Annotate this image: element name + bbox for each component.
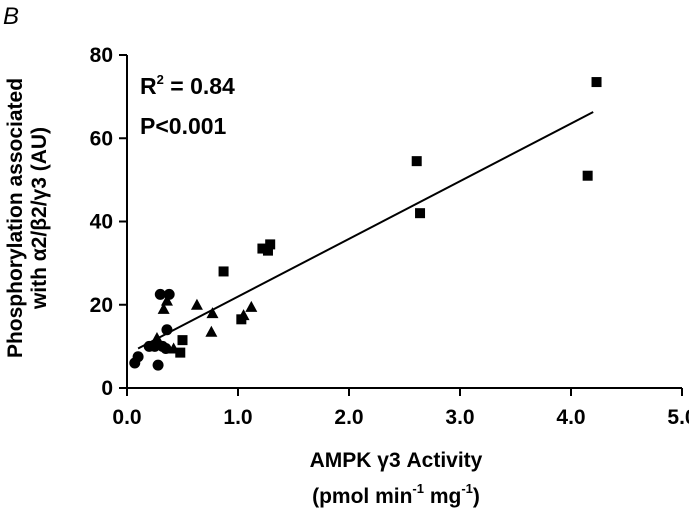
- y-axis-title-line1: Phosphorylation associated: [4, 78, 27, 358]
- data-point-triangle: [237, 309, 250, 321]
- x-tick-label: 5.0: [667, 406, 689, 429]
- p-value-label: P<0.001: [140, 113, 227, 139]
- data-point-circle: [154, 288, 166, 300]
- y-axis-title-line2: with α2/β2/γ3 (AU): [28, 127, 51, 310]
- data-point-square: [262, 245, 273, 256]
- regression-line: [137, 111, 594, 350]
- x-tick-label: 2.0: [334, 406, 363, 429]
- data-point-triangle: [150, 332, 163, 344]
- data-point-triangle: [190, 298, 203, 310]
- stats-annotation: R2 = 0.84 P<0.001: [140, 72, 235, 139]
- data-point-triangle: [157, 302, 170, 314]
- axes: [126, 55, 682, 389]
- data-point-square: [415, 208, 426, 219]
- data-point-square: [582, 170, 593, 181]
- x-tick-label: 3.0: [445, 406, 474, 429]
- data-point-circle: [161, 324, 173, 336]
- data-point-triangle: [206, 307, 219, 319]
- y-tick-label: 60: [90, 127, 113, 150]
- x-axis-title-line2: (pmol min-1 mg-1): [312, 481, 480, 508]
- data-point-square: [411, 156, 422, 167]
- data-point-circle: [129, 357, 141, 369]
- data-point-triangle: [160, 294, 173, 306]
- data-point-triangle: [245, 300, 258, 312]
- ticks: 0.0 1.0 2.0 3.0 4.0 5.0 0 20 40 60 80: [90, 44, 689, 429]
- data-point-square: [177, 335, 188, 346]
- y-tick-label: 20: [90, 294, 113, 317]
- fit-line-group: [137, 111, 594, 350]
- data-point-circle: [163, 288, 175, 300]
- data-point-square: [218, 266, 229, 277]
- data-point-square: [265, 239, 276, 250]
- data-point-triangle: [205, 325, 218, 337]
- x-axis-title: AMPK γ3 Activity (pmol min-1 mg-1): [310, 449, 483, 508]
- x-tick-label: 1.0: [223, 406, 252, 429]
- data-point-circle: [160, 342, 172, 354]
- y-tick-label: 0: [101, 377, 113, 400]
- x-tick-label: 4.0: [556, 406, 585, 429]
- y-tick-label: 80: [90, 44, 113, 67]
- y-axis-title: Phosphorylation associated with α2/β2/γ3…: [4, 78, 51, 358]
- data-point-circle: [152, 359, 164, 371]
- y-tick-label: 40: [90, 211, 113, 234]
- x-tick-label: 0.0: [112, 406, 141, 429]
- data-point-square: [175, 347, 186, 358]
- data-point-square: [591, 77, 602, 88]
- r-squared-label: R2 = 0.84: [140, 72, 235, 99]
- data-point-square: [257, 243, 268, 254]
- data-point-circle: [149, 340, 161, 352]
- panel-label: B: [3, 3, 19, 30]
- x-axis-title-line1: AMPK γ3 Activity: [310, 449, 483, 472]
- data-points: [129, 77, 602, 371]
